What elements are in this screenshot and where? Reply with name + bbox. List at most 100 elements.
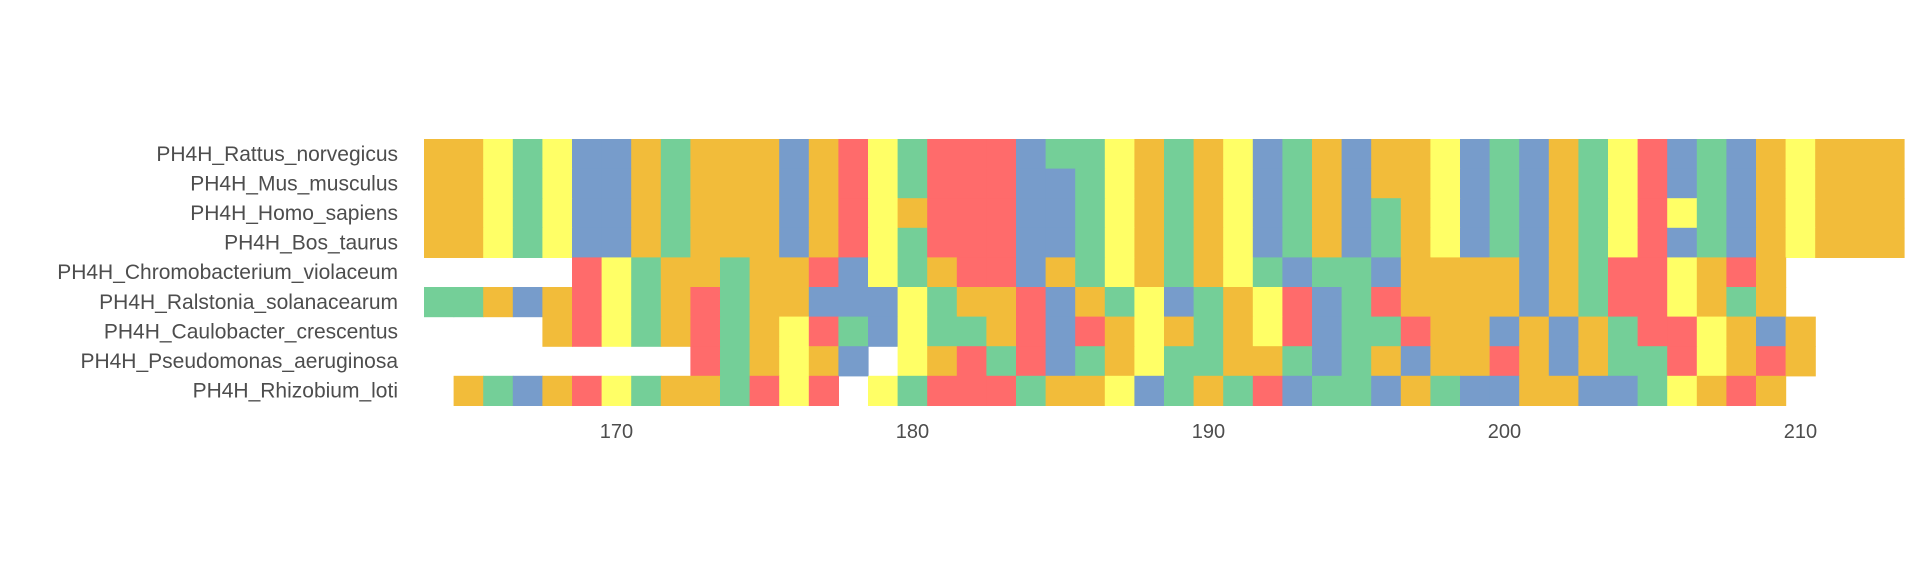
alignment-cell	[986, 287, 1017, 318]
alignment-cell	[1430, 257, 1461, 288]
alignment-cell	[956, 287, 987, 318]
alignment-cell	[1548, 375, 1579, 406]
alignment-cell	[986, 257, 1017, 288]
alignment-cell	[1874, 168, 1905, 199]
alignment-cell	[1282, 257, 1313, 288]
alignment-cell	[956, 257, 987, 288]
alignment-cell	[1874, 139, 1905, 170]
alignment-cell	[631, 287, 662, 318]
alignment-cell	[956, 198, 987, 229]
alignment-cell	[601, 198, 632, 229]
alignment-cell	[1075, 139, 1106, 170]
alignment-cell	[1696, 227, 1727, 258]
alignment-cell	[1016, 375, 1047, 406]
x-tick-label: 200	[1488, 421, 1521, 443]
alignment-cell	[1430, 227, 1461, 258]
alignment-cell	[1844, 227, 1875, 258]
alignment-cell	[1608, 168, 1639, 199]
alignment-cell	[1756, 375, 1787, 406]
alignment-cell	[1312, 227, 1343, 258]
alignment-cell	[868, 139, 899, 170]
alignment-cell	[1282, 375, 1313, 406]
alignment-cell	[1726, 346, 1757, 377]
alignment-cell	[1016, 257, 1047, 288]
alignment-cell	[1489, 168, 1520, 199]
alignment-cell	[1193, 198, 1224, 229]
sequence-label: PH4H_Caulobacter_crescentus	[104, 320, 398, 343]
alignment-cell	[1489, 346, 1520, 377]
alignment-cell	[1252, 287, 1283, 318]
alignment-cell	[927, 257, 958, 288]
alignment-cell	[1400, 139, 1431, 170]
alignment-cell	[424, 198, 455, 229]
alignment-cell	[1519, 168, 1550, 199]
alignment-cell	[1637, 346, 1668, 377]
alignment-cell	[956, 316, 987, 347]
alignment-cell	[631, 198, 662, 229]
alignment-cell	[1667, 257, 1698, 288]
alignment-cell	[1371, 168, 1402, 199]
alignment-cell	[483, 139, 514, 170]
alignment-cell	[1400, 168, 1431, 199]
alignment-cell	[1489, 198, 1520, 229]
alignment-cell	[453, 375, 484, 406]
alignment-cell	[956, 139, 987, 170]
alignment-cell	[838, 227, 869, 258]
alignment-cell	[424, 168, 455, 199]
alignment-cell	[1608, 227, 1639, 258]
alignment-cell	[1164, 287, 1195, 318]
alignment-cell	[868, 316, 899, 347]
alignment-cell	[1016, 139, 1047, 170]
alignment-cell	[986, 316, 1017, 347]
alignment-cell	[1578, 375, 1609, 406]
alignment-cell	[779, 139, 810, 170]
alignment-cell	[897, 257, 928, 288]
alignment-cell	[483, 375, 514, 406]
alignment-cell	[897, 346, 928, 377]
alignment-cell	[1815, 139, 1846, 170]
alignment-cell	[1637, 287, 1668, 318]
alignment-cell	[720, 198, 751, 229]
alignment-cell	[1726, 168, 1757, 199]
alignment-cell	[1756, 168, 1787, 199]
alignment-cell	[631, 316, 662, 347]
alignment-cell	[424, 227, 455, 258]
alignment-cell	[631, 257, 662, 288]
alignment-cell	[601, 257, 632, 288]
alignment-cell	[1312, 198, 1343, 229]
alignment-cell	[1489, 227, 1520, 258]
alignment-cell	[572, 139, 603, 170]
alignment-row	[424, 287, 1787, 318]
alignment-cell	[1578, 346, 1609, 377]
alignment-cell	[1075, 168, 1106, 199]
alignment-cell	[1696, 375, 1727, 406]
alignment-cell	[838, 316, 869, 347]
alignment-cell	[1075, 257, 1106, 288]
alignment-cell	[1252, 316, 1283, 347]
alignment-cell	[631, 139, 662, 170]
alignment-cell	[1223, 257, 1254, 288]
alignment-cell	[808, 287, 839, 318]
alignment-cell	[749, 346, 780, 377]
alignment-cell	[1489, 316, 1520, 347]
alignment-cell	[1134, 139, 1165, 170]
alignment-cell	[453, 139, 484, 170]
alignment-cell	[1075, 346, 1106, 377]
alignment-cell	[572, 257, 603, 288]
alignment-cell	[453, 227, 484, 258]
alignment-cell	[1874, 227, 1905, 258]
alignment-cell	[660, 287, 691, 318]
alignment-cell	[1460, 139, 1491, 170]
alignment-cell	[690, 227, 721, 258]
alignment-cell	[1252, 168, 1283, 199]
alignment-cell	[512, 227, 543, 258]
alignment-cell	[1548, 139, 1579, 170]
alignment-cell	[601, 316, 632, 347]
alignment-cell	[1608, 316, 1639, 347]
alignment-cell	[1371, 139, 1402, 170]
alignment-cell	[1578, 227, 1609, 258]
alignment-cell	[690, 375, 721, 406]
alignment-cell	[1430, 168, 1461, 199]
alignment-cell	[1104, 346, 1135, 377]
sequence-label: PH4H_Rattus_norvegicus	[156, 143, 398, 166]
